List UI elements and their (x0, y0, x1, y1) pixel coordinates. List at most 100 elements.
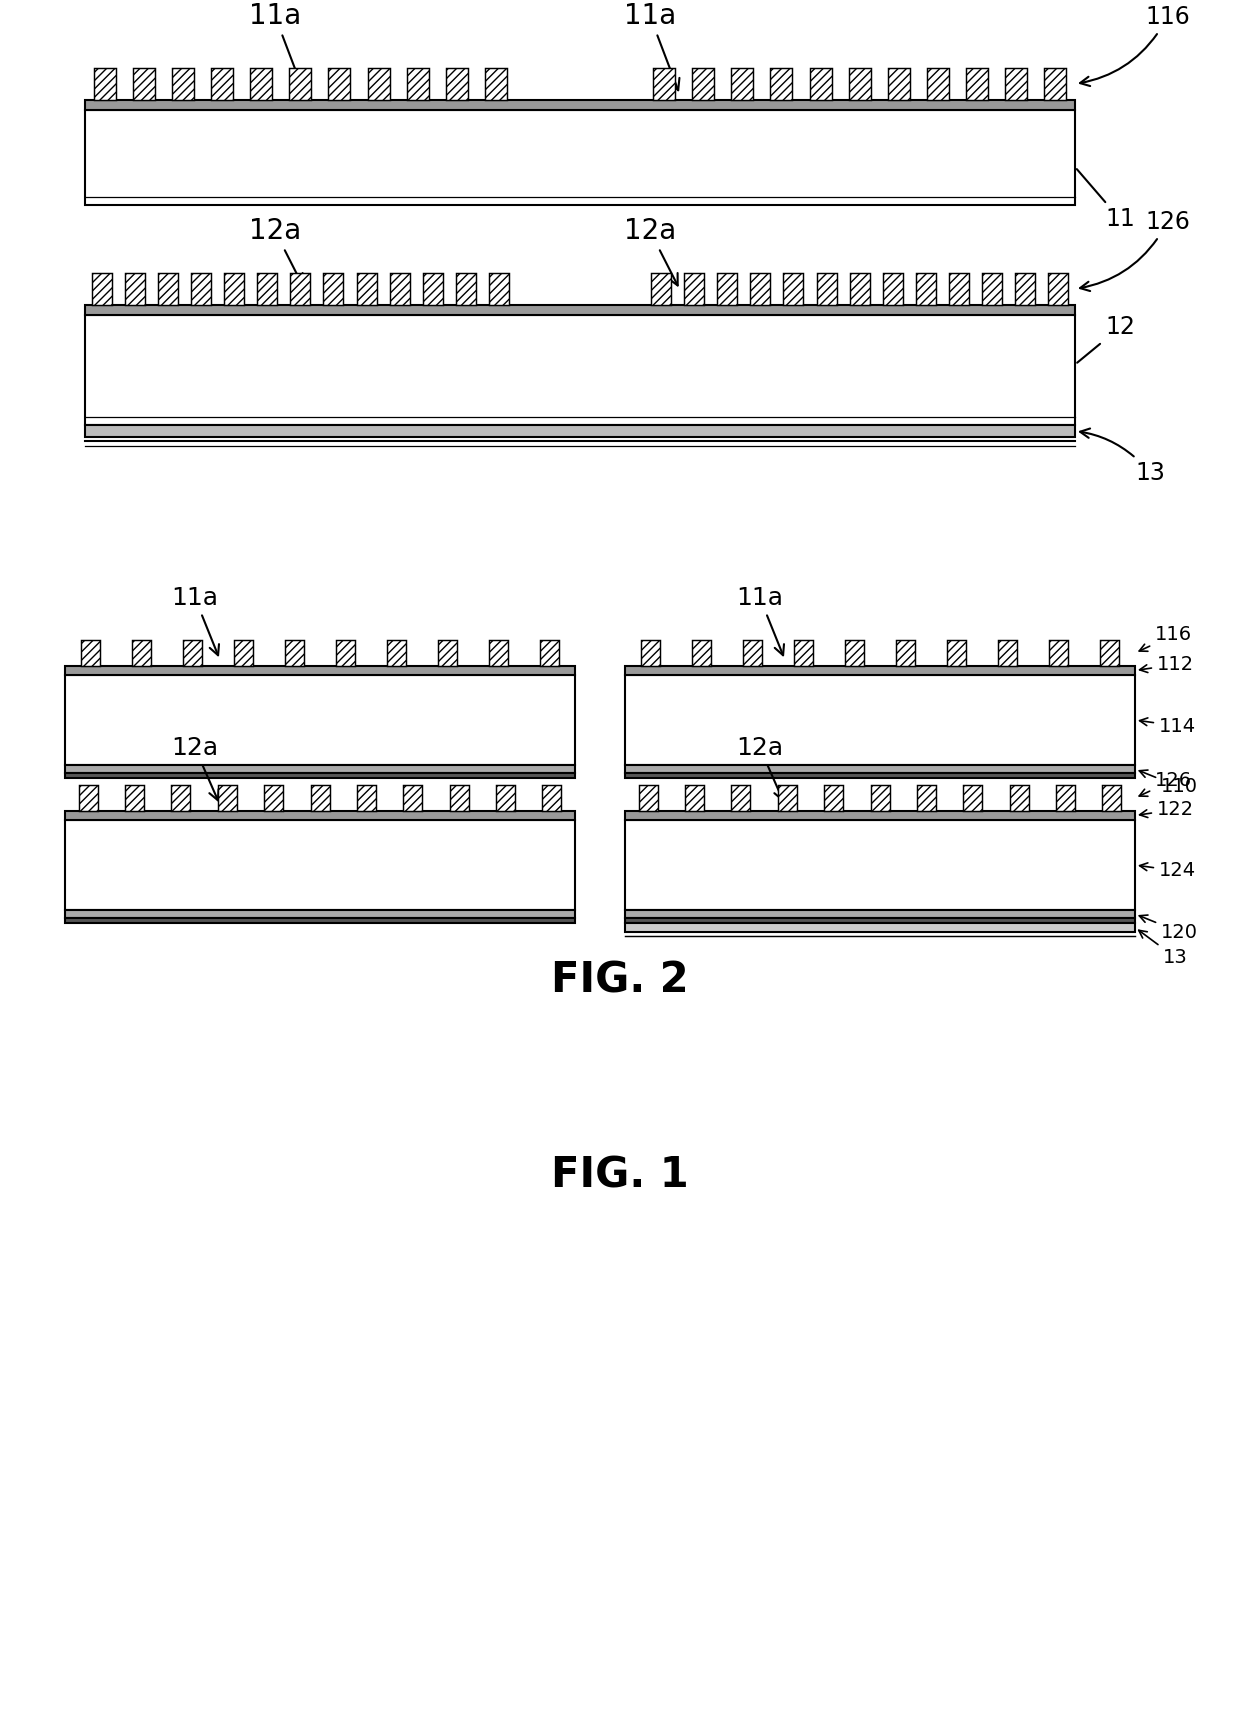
Bar (784, 272, 804, 305)
Bar (848, 68, 870, 101)
Bar (450, 784, 469, 810)
Text: 116: 116 (1140, 626, 1192, 651)
Text: 126: 126 (1140, 770, 1192, 796)
Bar (625, 810, 1135, 821)
Bar (387, 640, 405, 666)
Bar (1016, 272, 1035, 305)
Bar (539, 640, 559, 666)
Bar (264, 784, 283, 810)
Bar (625, 923, 1135, 932)
Bar (336, 640, 355, 666)
Bar (423, 272, 443, 305)
Bar (329, 68, 351, 101)
Text: 122: 122 (1140, 800, 1194, 819)
Bar (171, 784, 191, 810)
Bar (285, 640, 304, 666)
Bar (86, 425, 1075, 437)
Text: 110: 110 (1140, 770, 1198, 796)
Text: 11a: 11a (624, 2, 680, 90)
Bar (625, 765, 1135, 774)
Bar (817, 272, 837, 305)
Text: FIG. 2: FIG. 2 (552, 959, 688, 1001)
Bar (916, 784, 936, 810)
Text: 126: 126 (1080, 210, 1190, 291)
Text: 12a: 12a (249, 217, 303, 286)
Text: 112: 112 (1140, 656, 1194, 673)
Bar (218, 784, 237, 810)
Bar (446, 68, 467, 101)
Bar (125, 272, 145, 305)
Text: 13: 13 (1080, 429, 1164, 486)
Bar (777, 784, 797, 810)
Bar (64, 810, 575, 821)
Text: 116: 116 (1080, 5, 1189, 87)
Bar (257, 272, 278, 305)
Bar (717, 272, 737, 305)
Bar (692, 640, 711, 666)
Bar (998, 640, 1017, 666)
Bar (1049, 272, 1069, 305)
Bar (64, 765, 575, 774)
Bar (641, 640, 660, 666)
Text: 11a: 11a (737, 586, 784, 656)
Bar (684, 272, 704, 305)
Bar (732, 784, 750, 810)
Bar (966, 68, 988, 101)
Bar (92, 272, 112, 305)
Bar (1049, 640, 1068, 666)
Bar (86, 305, 1075, 316)
Bar (86, 316, 1075, 425)
Bar (250, 68, 272, 101)
Bar (625, 918, 1135, 923)
Bar (684, 784, 704, 810)
Bar (916, 272, 936, 305)
Bar (888, 68, 910, 101)
Bar (407, 68, 429, 101)
Bar (625, 821, 1135, 909)
Bar (496, 784, 515, 810)
Bar (770, 68, 792, 101)
Bar (870, 784, 889, 810)
Bar (324, 272, 343, 305)
Bar (963, 784, 982, 810)
Bar (625, 675, 1135, 765)
Bar (1100, 640, 1118, 666)
Bar (211, 68, 233, 101)
Bar (1006, 68, 1027, 101)
Bar (653, 68, 675, 101)
Bar (849, 272, 869, 305)
Bar (64, 774, 575, 777)
Bar (485, 68, 507, 101)
Bar (928, 68, 949, 101)
Bar (651, 272, 671, 305)
Bar (456, 272, 476, 305)
Bar (794, 640, 813, 666)
Text: 124: 124 (1140, 862, 1197, 880)
Bar (403, 784, 423, 810)
Bar (81, 640, 100, 666)
Bar (234, 640, 253, 666)
Bar (825, 784, 843, 810)
Bar (982, 272, 1002, 305)
Text: 13: 13 (1138, 930, 1188, 966)
Text: FIG. 1: FIG. 1 (551, 1154, 689, 1195)
Bar (489, 272, 510, 305)
Bar (64, 675, 575, 765)
Bar (133, 68, 155, 101)
Bar (93, 68, 115, 101)
Bar (438, 640, 458, 666)
Text: 11a: 11a (171, 586, 219, 656)
Bar (489, 640, 508, 666)
Text: 12: 12 (1078, 316, 1135, 363)
Bar (1009, 784, 1029, 810)
Bar (64, 918, 575, 923)
Bar (64, 909, 575, 918)
Bar (625, 909, 1135, 918)
Bar (732, 68, 753, 101)
Bar (78, 784, 98, 810)
Bar (389, 272, 409, 305)
Bar (810, 68, 832, 101)
Text: 12a: 12a (737, 736, 784, 800)
Bar (184, 640, 202, 666)
Bar (883, 272, 903, 305)
